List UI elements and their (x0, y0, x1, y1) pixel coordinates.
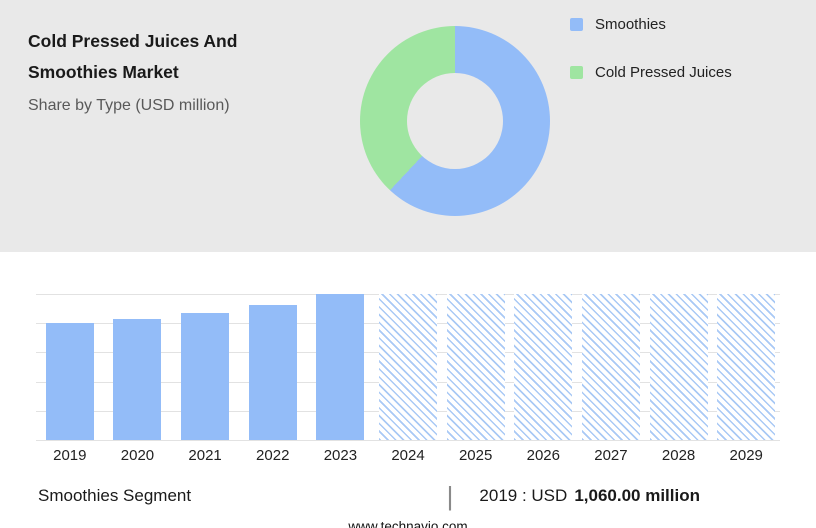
caption-value-prefix: 2019 : USD (479, 486, 568, 505)
x-axis-label-2022: 2022 (256, 447, 290, 464)
forecast-bar-2025 (446, 294, 505, 440)
x-axis-label-2019: 2019 (53, 447, 87, 464)
caption-separator: | (446, 481, 454, 511)
legend-item-cold-pressed-juices: Cold Pressed Juices (570, 62, 732, 82)
x-axis-label-2028: 2028 (661, 447, 696, 464)
bar-slot-2021 (171, 294, 239, 440)
bar-plot (36, 294, 780, 441)
legend: Smoothies Cold Pressed Juices (570, 14, 732, 82)
bar-slot-2024 (374, 294, 442, 440)
forecast-bar-2024 (379, 294, 438, 440)
bar-slot-2028 (645, 294, 713, 440)
caption-value: 2019 : USD 1,060.00 million (479, 486, 700, 506)
bar-slot-2026 (509, 294, 577, 440)
page-title: Cold Pressed Juices And Smoothies Market (28, 31, 238, 82)
legend-label-cold-pressed-juices: Cold Pressed Juices (595, 63, 732, 81)
page-subtitle: Share by Type (USD million) (28, 97, 230, 114)
forecast-bar-2028 (649, 294, 708, 440)
bottom-panel: 2019 2020 2021 2022 2023 2024 2025 2026 2027 2028… (0, 252, 816, 528)
x-axis-label-2026: 2026 (526, 447, 560, 464)
forecast-bar-2029 (717, 294, 776, 440)
x-axis-label-2024: 2024 (391, 447, 425, 464)
segment-label: Smoothies Segment (38, 486, 192, 505)
forecast-bar-2027 (581, 294, 640, 440)
bar-slot-2029 (712, 294, 780, 440)
bar-slot-2020 (104, 294, 172, 440)
bar-slot-2027 (577, 294, 645, 440)
bar-2019 (45, 322, 94, 440)
x-axis-label-2027: 2027 (594, 447, 628, 464)
bar-2020 (113, 319, 162, 440)
legend-swatch-smoothies-icon (570, 17, 583, 31)
donut-hole (407, 73, 503, 169)
x-axis-label-2029: 2029 (729, 447, 763, 464)
x-axis: 2019 2020 2021 2022 2023 2024 2025 2026 2027 2028… (36, 447, 780, 469)
legend-swatch-cold-pressed-juices-icon (570, 65, 583, 79)
website-url: www.technavio.com (348, 519, 468, 528)
title-block: Cold Pressed Juices And Smoothies Market… (28, 26, 288, 118)
x-axis-label-2021: 2021 (188, 447, 222, 464)
bar-slot-2022 (239, 294, 307, 440)
forecast-bar-2026 (514, 294, 573, 440)
bar-2021 (181, 313, 230, 440)
bar-2023 (316, 294, 365, 440)
bar-2022 (248, 305, 297, 440)
x-axis-label-2025: 2025 (458, 447, 493, 464)
x-axis-label-2020: 2020 (120, 447, 155, 464)
bar-slot-2019 (36, 294, 104, 440)
bar-slot-2023 (307, 294, 375, 440)
x-axis-label-2023: 2023 (323, 447, 358, 464)
legend-label-smoothies: Smoothies (595, 15, 666, 33)
bar-slot-2025 (442, 294, 510, 440)
legend-item-smoothies: Smoothies (570, 14, 732, 34)
caption-right: | 2019 : USD 1,060.00 million (447, 482, 700, 510)
gridline (36, 440, 780, 441)
caption-row: Smoothies Segment | 2019 : USD 1,060.00 … (36, 481, 780, 511)
caption-value-amount: 1,060.00 million (574, 486, 700, 505)
donut-chart (360, 26, 550, 216)
top-panel: Cold Pressed Juices And Smoothies Market… (0, 0, 816, 252)
